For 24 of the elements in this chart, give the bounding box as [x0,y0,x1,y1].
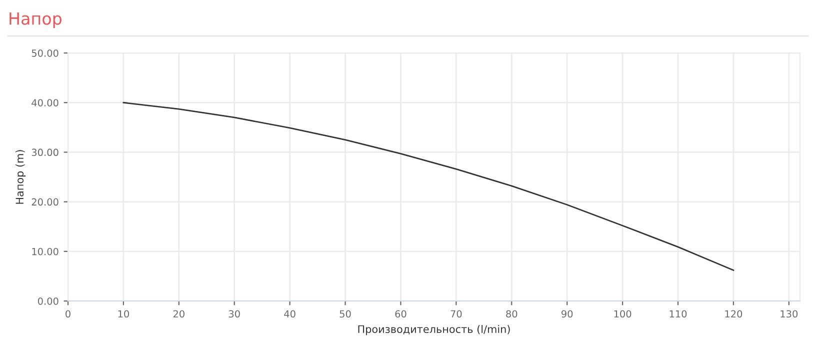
x-tick-label: 70 [450,310,462,318]
x-tick-label: 80 [506,310,518,318]
chart-title: Напор [10,12,62,28]
y-tick-label: 10.00 [32,248,58,256]
x-tick-label: 120 [725,310,742,318]
x-tick-label: 110 [670,310,687,318]
x-tick-label: 20 [173,310,184,318]
y-tick-label: 50.00 [32,49,58,57]
x-tick-label: 130 [780,310,798,318]
y-tick-label: 20.00 [32,198,58,206]
x-tick-label: 100 [614,310,632,318]
x-tick-label: 40 [284,310,296,318]
x-axis-title: Производительность (l/min) [358,324,510,336]
y-tick-label: 0.00 [38,297,58,305]
y-tick-label: 30.00 [32,148,58,156]
y-axis-title: Напор (m) [16,150,26,204]
x-tick-label: 60 [395,310,406,318]
x-tick-label: 90 [562,310,573,318]
y-tick-label: 40.00 [32,99,58,106]
x-tick-label: 0 [66,310,70,318]
x-tick-label: 50 [340,310,351,318]
line-series [122,102,734,271]
x-tick-label: 30 [228,310,240,318]
x-tick-label: 10 [118,310,129,318]
